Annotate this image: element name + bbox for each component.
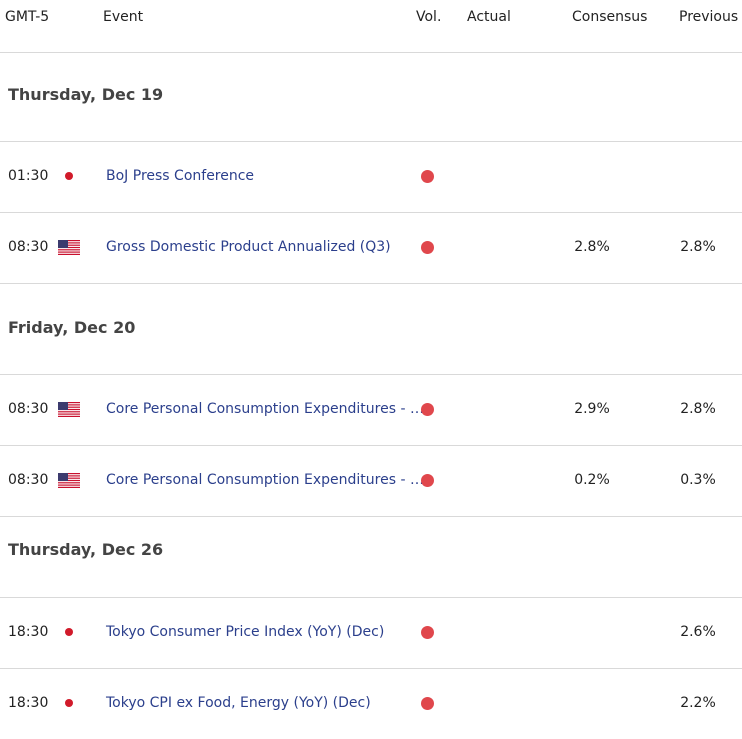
divider xyxy=(0,597,742,598)
time: 18:30 xyxy=(8,695,49,711)
event-row[interactable]: 08:30 Core Personal Consumption Expendit… xyxy=(0,374,742,445)
event-name[interactable]: Gross Domestic Product Annualized (Q3) xyxy=(106,239,391,255)
previous: 2.8% xyxy=(680,401,716,417)
event-name[interactable]: Tokyo Consumer Price Index (YoY) (Dec) xyxy=(106,624,385,640)
header-previous: Previous xyxy=(679,9,739,25)
consensus: 2.8% xyxy=(574,239,610,255)
previous: 2.2% xyxy=(680,695,716,711)
event-name[interactable]: Core Personal Consumption Expenditures -… xyxy=(106,472,424,488)
flag-jp xyxy=(60,625,78,639)
event-row[interactable]: 08:30 Gross Domestic Product Annualized … xyxy=(0,212,742,283)
divider xyxy=(0,445,742,446)
time: 08:30 xyxy=(8,401,49,417)
volatility-dot xyxy=(421,403,434,416)
previous: 2.8% xyxy=(680,239,716,255)
day-date: Thursday, Dec 19 xyxy=(8,85,164,104)
flag-us xyxy=(58,473,80,488)
event-name[interactable]: BoJ Press Conference xyxy=(106,168,255,184)
time: 08:30 xyxy=(8,239,49,255)
time: 08:30 xyxy=(8,472,49,488)
header-event: Event xyxy=(103,9,144,25)
volatility-dot xyxy=(421,697,434,710)
event-row[interactable]: 18:30 Tokyo Consumer Price Index (YoY) (… xyxy=(0,597,742,668)
header-vol: Vol. xyxy=(416,9,442,25)
header-consensus: Consensus xyxy=(572,9,648,25)
divider xyxy=(0,668,742,669)
divider xyxy=(0,52,742,53)
previous: 2.6% xyxy=(680,624,716,640)
divider xyxy=(0,283,742,284)
time: 18:30 xyxy=(8,624,49,640)
flag-us xyxy=(58,402,80,417)
consensus: 0.2% xyxy=(574,472,610,488)
previous: 0.3% xyxy=(680,472,716,488)
flag-jp xyxy=(60,169,78,183)
divider xyxy=(0,141,742,142)
divider xyxy=(0,374,742,375)
volatility-dot xyxy=(421,241,434,254)
event-name[interactable]: Core Personal Consumption Expenditures -… xyxy=(106,401,424,417)
event-row[interactable]: 18:30 Tokyo CPI ex Food, Energy (YoY) (D… xyxy=(0,668,742,725)
event-row[interactable]: 01:30 BoJ Press Conference xyxy=(0,141,742,212)
event-name[interactable]: Tokyo CPI ex Food, Energy (YoY) (Dec) xyxy=(106,695,371,711)
volatility-dot xyxy=(421,474,434,487)
header-actual: Actual xyxy=(467,9,511,25)
event-row[interactable]: 08:30 Core Personal Consumption Expendit… xyxy=(0,445,742,516)
divider xyxy=(0,516,742,517)
consensus: 2.9% xyxy=(574,401,610,417)
header-time-zone: GMT-5 xyxy=(5,9,50,25)
volatility-dot xyxy=(421,626,434,639)
day-date: Friday, Dec 20 xyxy=(8,318,136,337)
flag-us xyxy=(58,240,80,255)
time: 01:30 xyxy=(8,168,49,184)
volatility-dot xyxy=(421,170,434,183)
divider xyxy=(0,212,742,213)
day-date: Thursday, Dec 26 xyxy=(8,540,164,559)
flag-jp xyxy=(60,696,78,710)
